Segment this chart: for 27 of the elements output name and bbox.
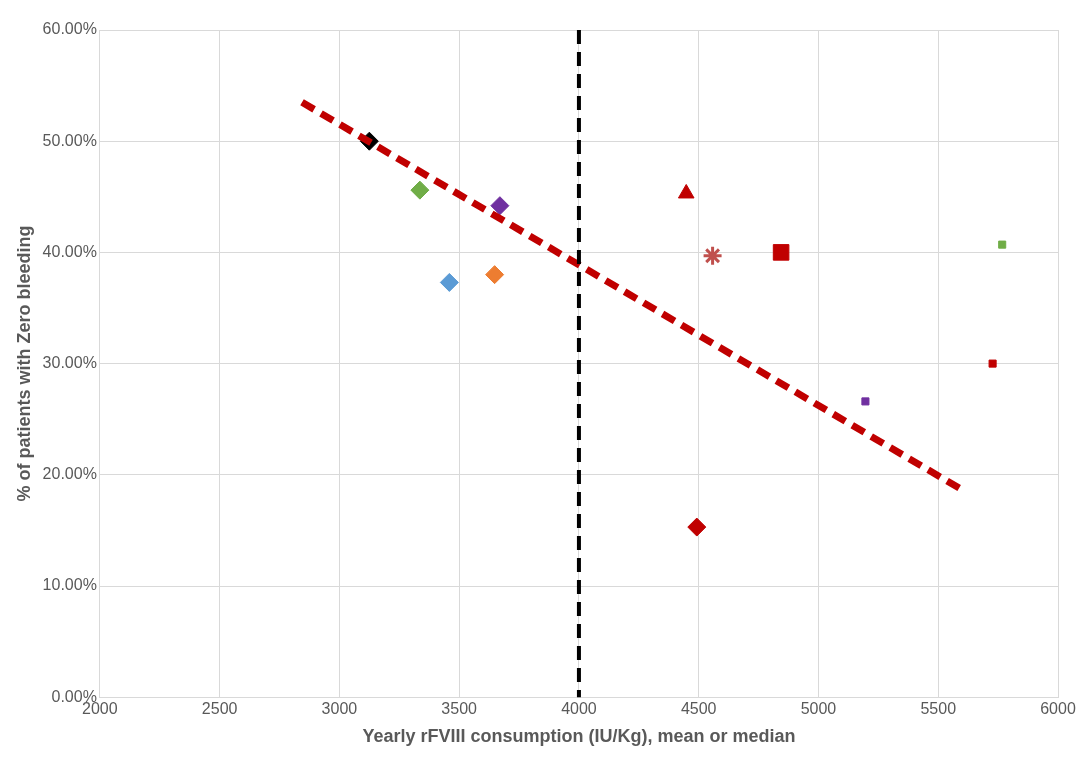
y-tick-label: 30.00% [42, 354, 97, 372]
x-tick-label: 4500 [680, 700, 717, 718]
point [998, 240, 1007, 249]
point [772, 244, 790, 261]
x-tick-label: 4000 [561, 700, 597, 718]
point [702, 245, 724, 267]
x-tick-label: 6000 [1040, 700, 1076, 718]
point [861, 397, 870, 406]
x-tick-label: 3000 [321, 700, 358, 718]
y-tick-label: 10.00% [42, 576, 97, 594]
point [490, 196, 510, 216]
y-tick-label: 50.00% [42, 131, 97, 149]
x-tick-label: 2500 [201, 700, 238, 718]
x-tick-label: 5500 [920, 700, 957, 718]
point [485, 265, 505, 285]
y-tick-label: 20.00% [42, 465, 97, 483]
y-tick-label: 60.00% [42, 20, 97, 38]
y-tick-label: 40.00% [42, 242, 97, 260]
point [988, 359, 997, 368]
point [439, 272, 459, 292]
point [410, 180, 430, 200]
x-tick-label: 5000 [800, 700, 837, 718]
point [687, 517, 707, 537]
y-axis-title: % of patients with Zero bleeding [13, 225, 34, 502]
x-tick-label: 3500 [441, 700, 478, 718]
x-tick-label: 2000 [82, 700, 118, 718]
x-axis-title: Yearly rFVIII consumption (IU/Kg), mean or median [362, 726, 796, 747]
